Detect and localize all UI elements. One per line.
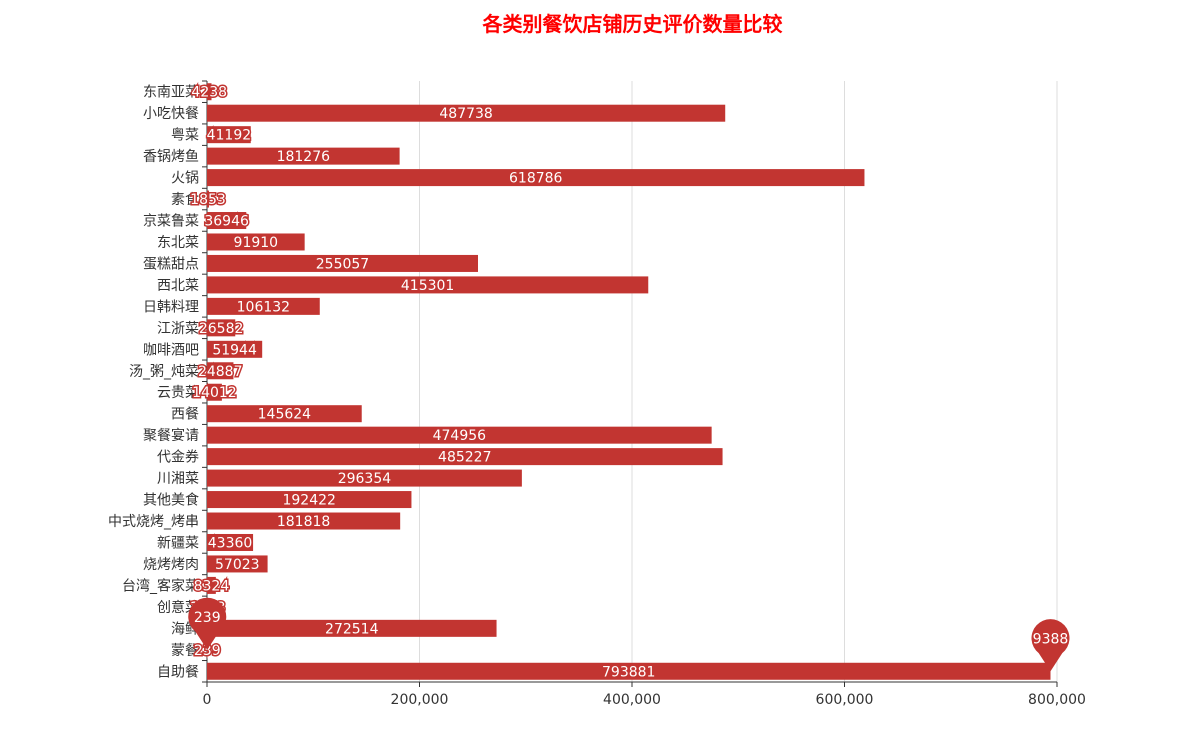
data-label: 14012 [192,385,237,401]
bar [207,147,400,165]
bar [207,83,212,101]
data-label: 415301 [401,278,454,294]
data-label: 106132 [237,299,290,315]
data-label: 43360 [208,535,253,551]
bar [207,555,268,573]
category-label: 自助餐 [157,664,199,680]
bar [207,340,263,358]
category-label: 蒙餐 [171,643,199,659]
bar [207,254,478,272]
category-label: 西餐 [171,407,199,423]
category-label: 汤_粥_炖菜 [129,363,199,380]
data-label: 8324 [194,578,230,594]
bar [207,448,723,466]
bar [207,383,222,401]
data-label: 51944 [212,342,257,358]
marker-label: 239 [194,610,221,626]
x-tick-label: 0 [203,692,212,708]
category-label: 中式烧烤_烤串 [108,514,199,530]
marker-shape [1031,619,1070,672]
bar [207,319,236,337]
data-label: 793881 [602,664,655,680]
bar [207,126,251,144]
bar [207,641,208,659]
data-label: 91910 [234,235,279,251]
bar [207,469,522,487]
bar [207,405,362,423]
category-label: 烧烤烤肉 [143,557,199,573]
bar [207,491,412,509]
category-label: 京菜鲁菜 [143,214,199,230]
x-tick-label: 800,000 [1028,692,1086,708]
data-label: 296354 [338,471,392,487]
data-label: 4238 [191,85,227,101]
category-label: 小吃快餐 [143,106,199,122]
data-label: 255057 [316,256,369,272]
category-label: 代金券 [157,450,199,466]
category-label: 火锅 [171,171,199,187]
category-label: 创意菜 [157,599,199,616]
category-label: 香锅烤鱼 [143,148,199,165]
data-label: 487738 [439,106,492,122]
category-label: 台湾_客家菜 [122,577,199,594]
category-label: 蛋糕甜点 [143,256,199,272]
bar [207,426,712,444]
bar [207,104,726,122]
bar [207,276,649,294]
data-label: 474956 [433,428,487,444]
bar [207,512,401,530]
bar [207,297,320,315]
x-tick-label: 400,000 [603,692,661,708]
data-label: 192422 [282,493,335,509]
category-label: 新疆菜 [157,535,199,551]
min-marker-pin: 239 [188,597,227,650]
data-label: 24887 [198,364,243,380]
data-label: 26582 [199,321,244,337]
category-label: 云贵菜 [157,385,199,401]
data-label: 181818 [277,514,330,530]
category-label: 聚餐宴请 [143,427,199,444]
category-label: 粤菜 [171,128,199,144]
data-label: 618786 [509,171,563,187]
bar [207,362,234,380]
bar [207,576,216,594]
x-tick-label: 600,000 [816,692,874,708]
max-marker-pin: 793881 [1024,619,1077,672]
bar [207,233,305,251]
category-label: 西北菜 [157,278,199,294]
chart-title: 各类别餐饮店铺历史评价数量比较 [482,12,783,36]
bar [207,662,1051,680]
marker-shape [188,597,227,650]
category-label: 咖啡酒吧 [143,342,199,358]
data-label: 1853 [190,192,226,208]
category-label: 东北菜 [157,235,199,251]
category-label: 素食 [171,191,199,208]
x-tick-label: 200,000 [391,692,449,708]
category-label: 其他美食 [143,492,199,509]
category-label: 日韩料理 [143,299,199,315]
bar [207,212,247,230]
data-label: 36946 [204,214,249,230]
data-label: 41192 [207,128,252,144]
bar [207,533,254,551]
data-label: 239 [194,643,221,659]
data-label: 145624 [258,407,312,423]
category-label: 江浙菜 [157,321,199,337]
bar [207,169,865,187]
bar [207,190,209,208]
data-label: 181276 [277,149,331,165]
data-label: 485227 [438,450,491,466]
category-label: 川湘菜 [157,471,199,487]
marker-label: 793881 [1024,631,1077,647]
bar [207,619,497,637]
data-label: 272514 [325,621,379,637]
category-label: 东南亚菜 [143,85,199,101]
data-label: 57023 [215,557,260,573]
